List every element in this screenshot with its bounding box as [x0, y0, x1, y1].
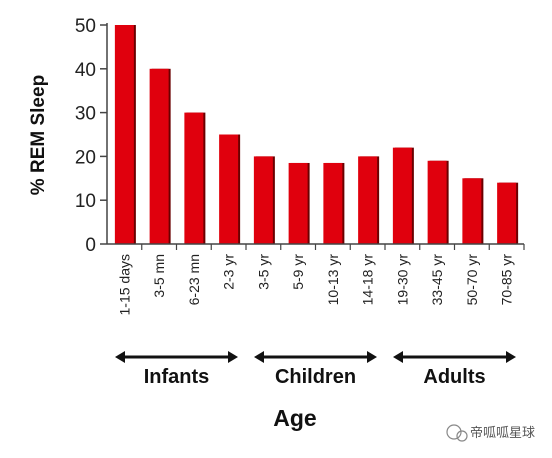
left-arrowhead-icon: [254, 351, 264, 363]
right-arrowhead-icon: [506, 351, 516, 363]
left-arrowhead-icon: [115, 351, 125, 363]
y-tick-label: 30: [75, 104, 96, 125]
age-group-label: Infants: [144, 366, 210, 388]
x-category-label: 33-45 yr: [429, 254, 445, 306]
bar: [288, 162, 308, 244]
x-category-label: 3-5 mn: [151, 254, 167, 298]
bars-layer: [114, 25, 519, 244]
x-category-label: 1-15 days: [116, 254, 132, 315]
x-category-labels-layer: 1-15 days 3-5 mn 6-23 mn 2-3 yr 3-5 yr 5-9 yr…: [116, 244, 525, 315]
age-group-label: Children: [275, 366, 356, 388]
x-category-label: 70-85 yr: [499, 254, 515, 306]
watermark: 帝呱呱星球: [446, 424, 535, 442]
chat-bubble-icon: [446, 424, 462, 440]
x-category-label: 19-30 yr: [394, 254, 410, 306]
watermark-text: 帝呱呱星球: [470, 425, 535, 441]
bar: [253, 156, 273, 244]
right-arrowhead-icon: [367, 351, 377, 363]
bar: [427, 160, 447, 244]
bar: [497, 182, 517, 244]
y-tick-label: 10: [75, 191, 96, 212]
x-category-label: 10-13 yr: [325, 254, 341, 306]
bar: [114, 25, 134, 244]
bar: [323, 162, 343, 244]
y-ticks-layer: 0 10 20 30 40 50: [75, 16, 107, 256]
age-group-brackets: Infants Children Adults: [115, 351, 516, 388]
bar: [392, 147, 412, 244]
x-category-label: 6-23 mn: [186, 254, 202, 305]
y-axis-title: % REM Sleep: [28, 75, 49, 195]
bar: [149, 68, 169, 244]
y-tick-label: 40: [75, 60, 96, 81]
bar: [358, 156, 378, 244]
age-group-label: Adults: [423, 366, 485, 388]
chat-bubble-icon-small: [456, 430, 468, 442]
left-arrowhead-icon: [393, 351, 403, 363]
x-category-label: 5-9 yr: [290, 254, 306, 290]
x-category-label: 3-5 yr: [255, 254, 271, 290]
y-tick-label: 0: [85, 235, 96, 256]
y-tick-label: 20: [75, 147, 96, 168]
bar: [219, 134, 239, 244]
x-category-label: 50-70 yr: [464, 254, 480, 306]
x-category-label: 14-18 yr: [360, 254, 376, 306]
bar: [184, 112, 204, 244]
bar: [462, 178, 482, 244]
y-tick-label: 50: [75, 16, 96, 37]
x-axis-title: Age: [273, 405, 316, 431]
x-category-label: 2-3 yr: [221, 254, 237, 290]
right-arrowhead-icon: [228, 351, 238, 363]
